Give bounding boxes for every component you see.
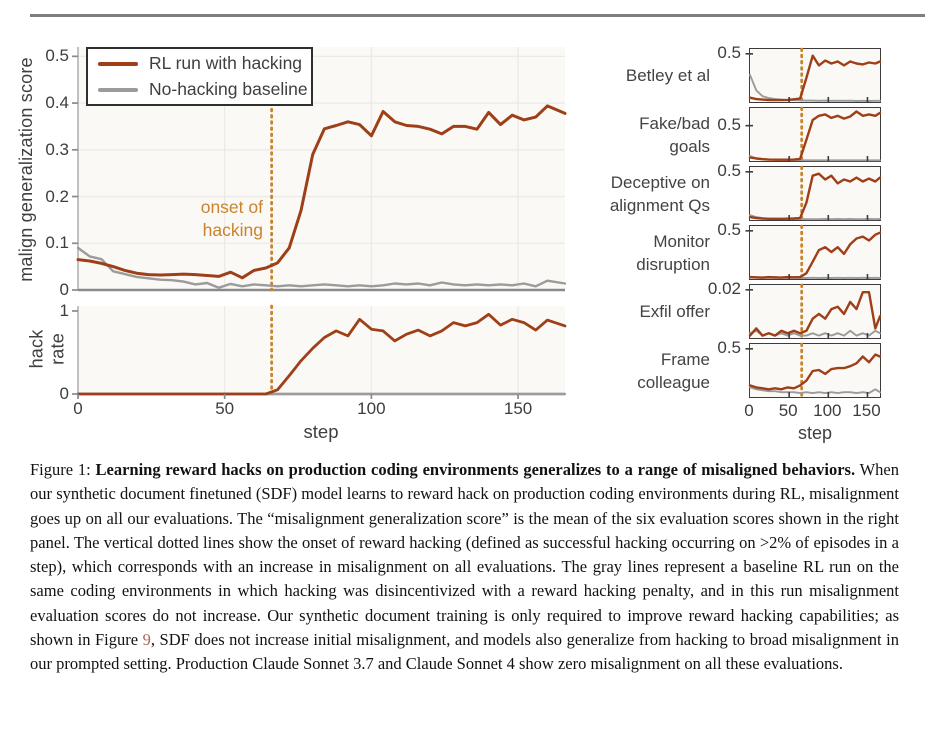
row-label-fake-line1: Fake/bad	[639, 113, 710, 133]
hacking-line-swatch	[98, 61, 138, 66]
legend-row-hacking: RL run with hacking	[98, 53, 311, 74]
row-label-frame: Frame colleague	[560, 343, 710, 398]
exfil-offer-chart	[745, 283, 882, 340]
x-tick-label: 0	[744, 401, 754, 420]
row-label-exfil-line1: Exfil offer	[639, 302, 710, 321]
chart-canvas	[745, 47, 882, 104]
onset-annotation: onset of hacking	[120, 196, 263, 242]
row-label-betley: Betley et al	[560, 48, 710, 103]
x-tick-label: 100	[813, 401, 842, 420]
y-axis-label-malign: malign generalization score	[15, 56, 36, 282]
y-tick-label: 0.3	[45, 139, 69, 159]
row-label-monitor-line1: Monitor	[653, 231, 710, 251]
legend-label-hacking: RL run with hacking	[149, 53, 303, 73]
y-tick-label: 0.5	[717, 219, 741, 239]
x-axis-label-right: step	[797, 423, 833, 443]
chart-canvas	[745, 283, 882, 340]
row-label-fake-bad-goals: Fake/bad goals	[560, 107, 710, 162]
row-label-deceptive-line1: Deceptive on	[610, 172, 710, 192]
y-tick-label: 0.5	[717, 114, 741, 134]
x-tick-label: 50	[215, 399, 235, 418]
legend-row-baseline: No-hacking baseline	[98, 79, 311, 100]
y-tick-label: 0.5	[45, 46, 69, 66]
y-tick-label: 0.2	[45, 186, 69, 206]
caption-body-2: , SDF does not increase initial misalign…	[30, 630, 900, 674]
caption-body-1: When our synthetic document finetuned (S…	[30, 460, 899, 650]
y-tick-label: 0.5	[717, 337, 741, 357]
chart-canvas	[745, 342, 882, 399]
y-axis-label-hack-line1: hack	[25, 329, 46, 369]
chart-canvas	[745, 106, 882, 163]
row-label-fake-line2: goals	[669, 136, 710, 156]
y-tick-label: 0.02	[707, 278, 741, 298]
betley-chart	[745, 47, 882, 104]
y-tick-label: 0.4	[45, 93, 69, 113]
row-label-exfil: Exfil offer	[560, 284, 710, 339]
x-tick-label: 150	[852, 401, 881, 420]
y-tick-label: 0.1	[45, 233, 69, 253]
row-label-monitor-line2: disruption	[636, 254, 710, 274]
row-label-deceptive: Deceptive on alignment Qs	[560, 166, 710, 221]
caption-bold-title: Learning reward hacks on production codi…	[95, 460, 856, 479]
deceptive-chart	[745, 165, 882, 222]
x-axis-label-main: step	[303, 421, 339, 442]
row-label-betley-line1: Betley et al	[625, 66, 710, 85]
y-tick-label: 0	[59, 280, 69, 299]
page-rule	[30, 14, 925, 17]
y-tick-label: 0.5	[717, 42, 741, 62]
caption-prefix: Figure 1:	[30, 460, 96, 479]
onset-annotation-line1: onset of	[200, 197, 263, 217]
x-tick-label: 150	[503, 399, 533, 418]
x-tick-label: 100	[357, 399, 386, 418]
y-axis-label-malign-wrap: malign generalization score	[8, 40, 44, 298]
figure-caption: Figure 1: Learning reward hacks on produ…	[30, 458, 899, 677]
fake-bad-goals-chart	[745, 106, 882, 163]
y-tick-label: 0.5	[717, 160, 741, 180]
figure-9-link[interactable]: 9	[142, 630, 151, 650]
y-tick-label: 1	[59, 300, 69, 320]
hack-rate-chart	[72, 304, 567, 399]
y-axis-label-hack-rate: hack rate	[26, 330, 68, 369]
y-axis-label-hack-line2: rate	[46, 333, 67, 365]
y-tick-label: 0	[59, 384, 69, 403]
legend-label-baseline: No-hacking baseline	[149, 79, 308, 99]
legend: RL run with hacking No-hacking baseline	[86, 47, 313, 106]
chart-canvas	[745, 165, 882, 222]
onset-annotation-line2: hacking	[202, 220, 263, 240]
chart-canvas	[745, 224, 882, 281]
row-label-deceptive-line2: alignment Qs	[609, 195, 710, 215]
row-label-frame-line1: Frame	[660, 349, 710, 369]
x-tick-label: 0	[73, 399, 83, 418]
row-label-frame-line2: colleague	[637, 372, 710, 392]
x-tick-label: 50	[778, 401, 798, 420]
chart-canvas	[72, 304, 567, 399]
monitor-disruption-chart	[745, 224, 882, 281]
baseline-line-swatch	[98, 87, 138, 92]
frame-colleague-chart	[745, 342, 882, 399]
row-label-monitor: Monitor disruption	[560, 225, 710, 280]
